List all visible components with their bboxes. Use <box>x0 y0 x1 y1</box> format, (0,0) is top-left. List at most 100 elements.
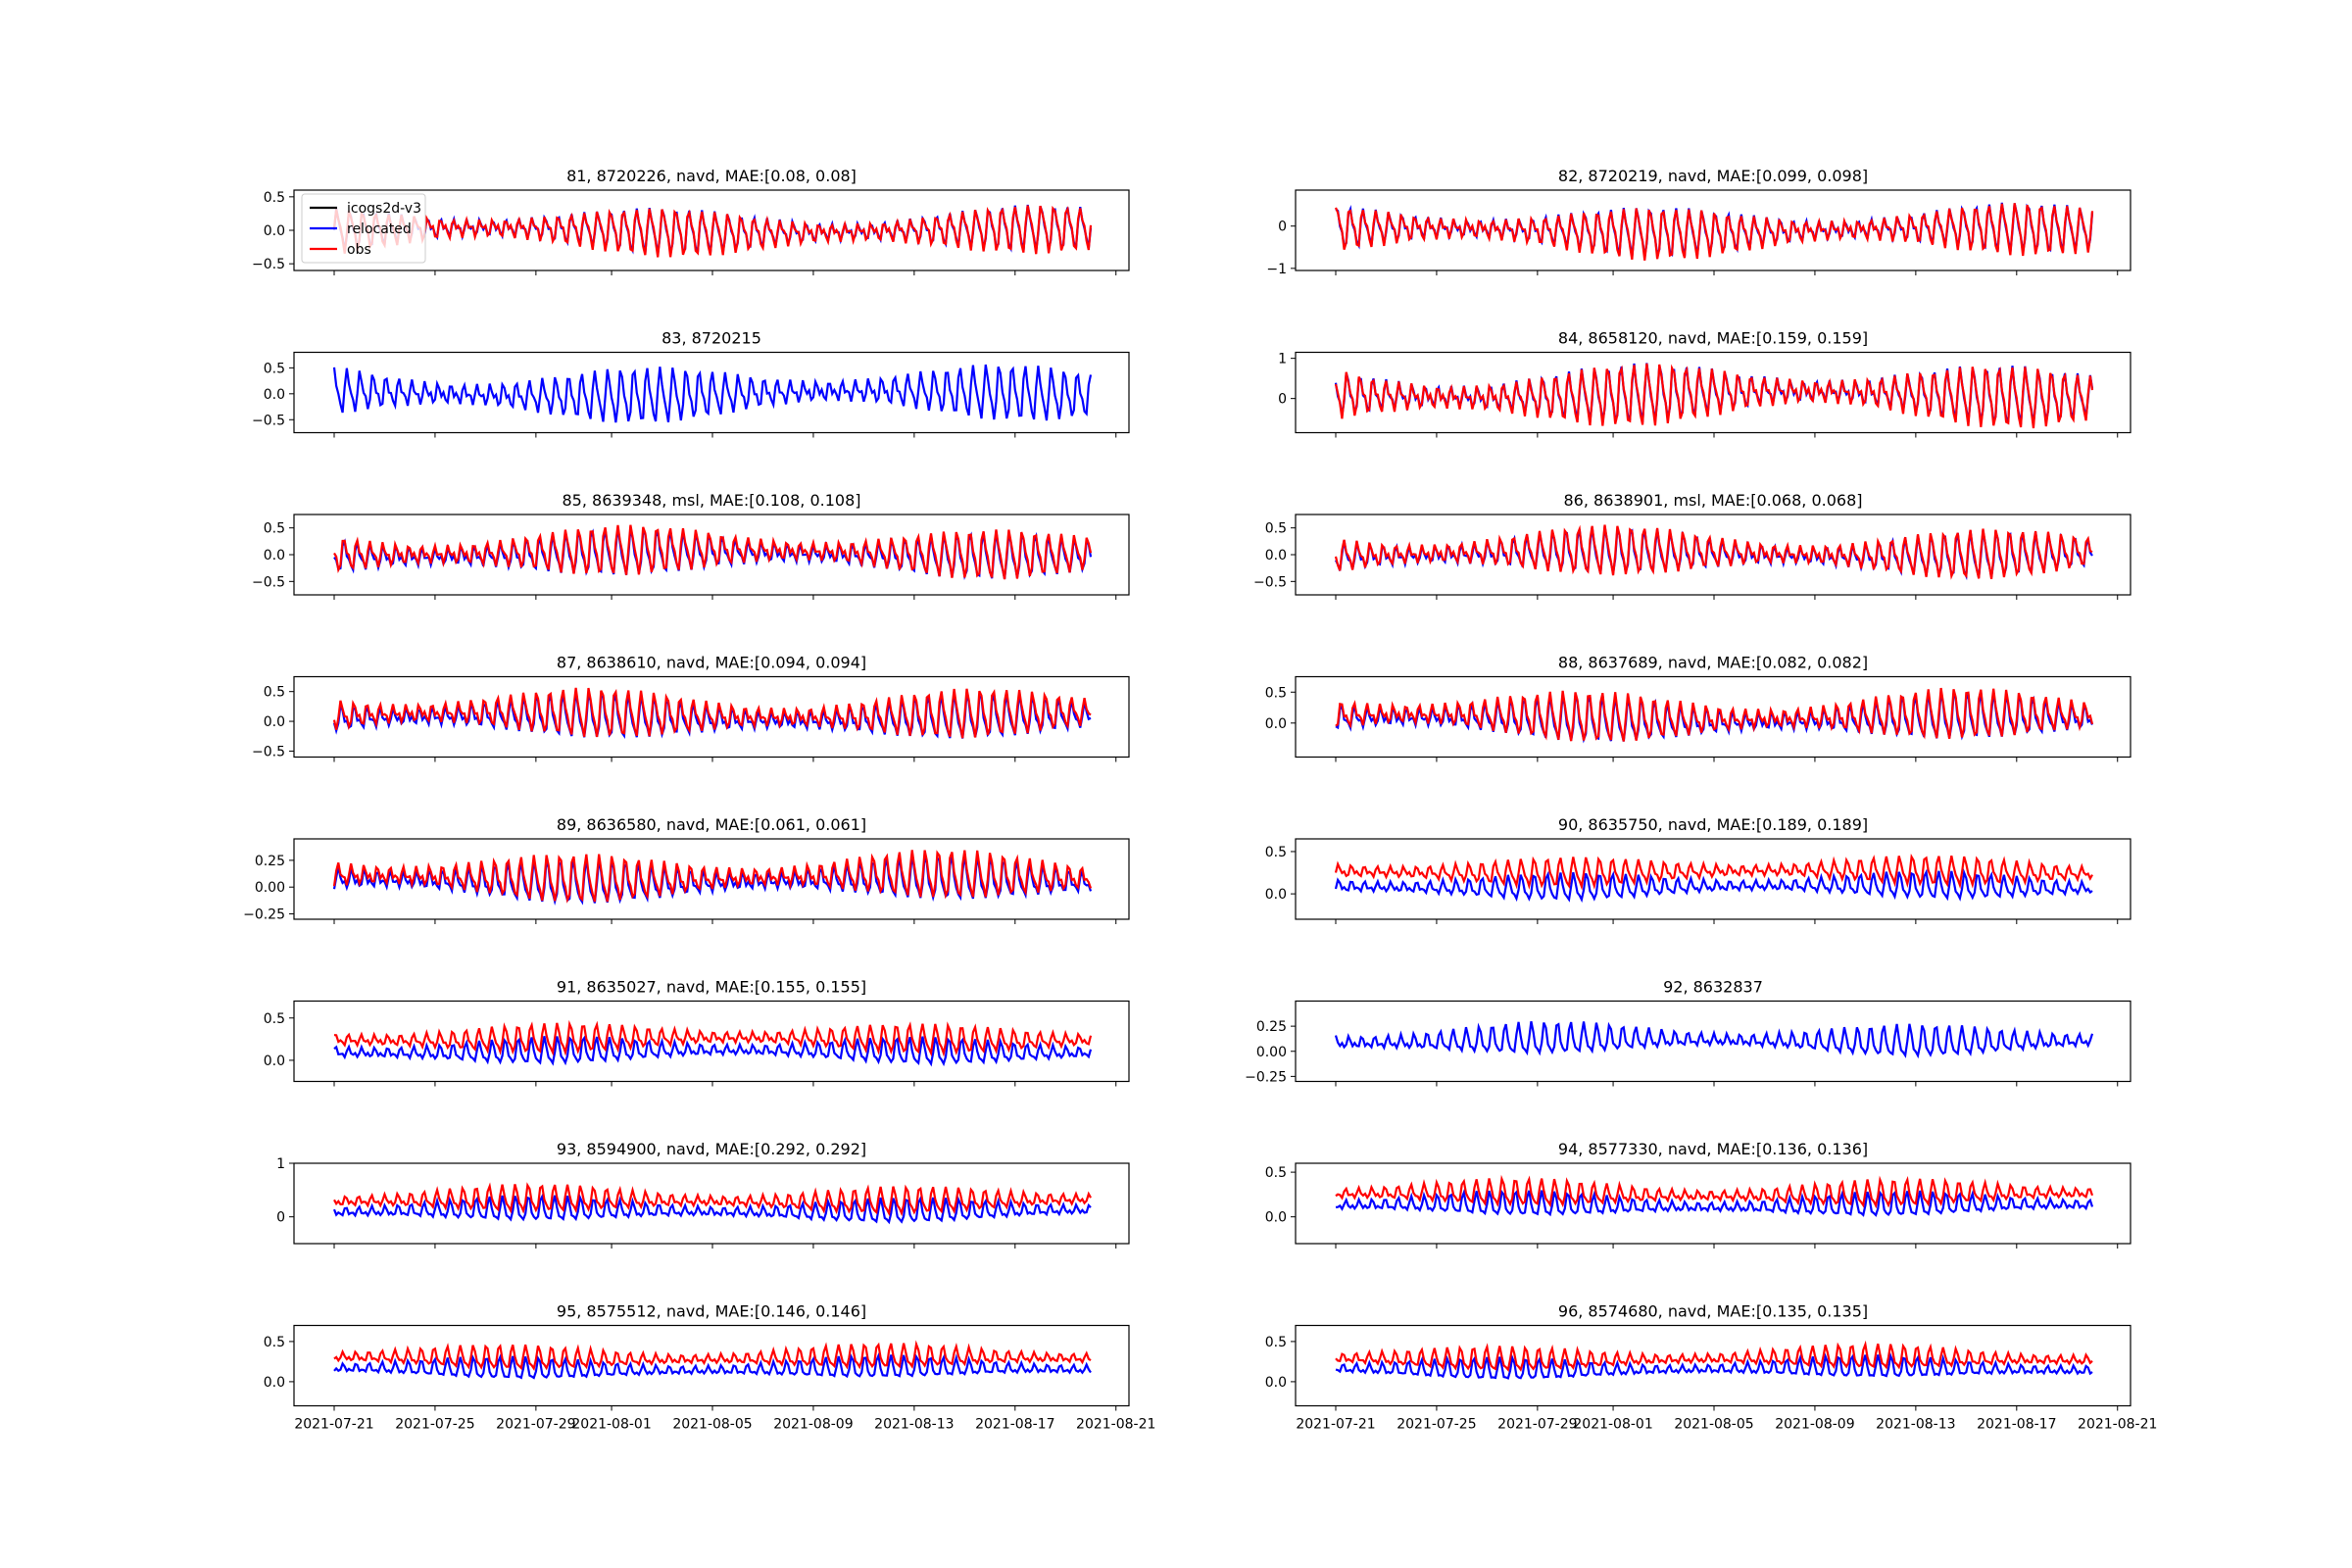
y-tick-label: 0.0 <box>1265 1210 1287 1226</box>
y-tick-label: 0.5 <box>264 521 285 537</box>
y-tick-label: 0 <box>1278 392 1287 408</box>
y-tick-label: 0.5 <box>1265 521 1287 537</box>
y-tick-label: 0.00 <box>255 880 285 896</box>
x-tick-label: 2021-08-01 <box>1573 1417 1652 1433</box>
series-obs <box>1334 203 2094 261</box>
series-obs <box>333 1182 1092 1217</box>
series-obs <box>333 1340 1092 1372</box>
series-obs <box>332 687 1092 739</box>
subplot-1: 81, 8720226, navd, MAE:[0.08, 0.08] 0.5 0.… <box>252 167 1130 275</box>
y-tick-label: 0 <box>1278 220 1287 235</box>
series-obs <box>1334 363 2094 429</box>
series-obs <box>1335 687 2094 742</box>
subplot-title: 92, 8632837 <box>1663 978 1763 997</box>
axes-frame <box>1295 1324 2132 1407</box>
subplot-title: 85, 8639348, msl, MAE:[0.108, 0.108] <box>562 491 860 510</box>
axes-frame <box>1295 838 2132 920</box>
series-relocated <box>333 1351 1092 1380</box>
series-lines <box>1334 363 2094 429</box>
subplot-5: 85, 8639348, msl, MAE:[0.108, 0.108] 0.5 0… <box>252 491 1130 600</box>
subplot-title: 81, 8720226, navd, MAE:[0.08, 0.08] <box>566 167 857 185</box>
subplot-13: 93, 8594900, navd, MAE:[0.292, 0.292] 1 0 <box>276 1140 1130 1249</box>
subplot-title: 93, 8594900, navd, MAE:[0.292, 0.292] <box>557 1140 866 1158</box>
series-lines <box>1335 1174 2094 1217</box>
x-tick-label: 2021-07-21 <box>1296 1417 1375 1433</box>
axes-frame <box>293 1162 1130 1245</box>
y-tick-label: 0.5 <box>264 361 285 376</box>
series-obs <box>332 205 1093 258</box>
x-tick-label: 2021-08-05 <box>1674 1417 1753 1433</box>
x-tick-label: 2021-07-25 <box>1396 1417 1476 1433</box>
subplot-8: 88, 8637689, navd, MAE:[0.082, 0.082] 0.5… <box>1265 654 2132 762</box>
series-lines <box>1334 524 2093 581</box>
series-relocated <box>1335 1188 2094 1217</box>
y-tick-label: 0.5 <box>1265 685 1287 701</box>
x-tick-label: 2021-08-13 <box>1876 1417 1955 1433</box>
y-tick-label: 0.0 <box>264 1375 285 1391</box>
series-lines <box>333 524 1093 581</box>
series-obs <box>1335 1174 2094 1209</box>
subplot-10: 90, 8635750, navd, MAE:[0.189, 0.189] 0.5… <box>1265 815 2132 924</box>
y-tick-label: 0.0 <box>264 223 285 239</box>
x-tick-label: 2021-08-21 <box>2078 1417 2157 1433</box>
y-tick-label: 0.25 <box>255 854 285 869</box>
legend: icogs2d-v3 relocated obs <box>301 193 426 264</box>
subplot-6: 86, 8638901, msl, MAE:[0.068, 0.068] 0.5 0… <box>1253 491 2132 600</box>
subplot-title: 90, 8635750, navd, MAE:[0.189, 0.189] <box>1558 815 1868 834</box>
subplot-9: 89, 8636580, navd, MAE:[0.061, 0.061] 0.2… <box>243 815 1130 924</box>
y-tick-label: 0.0 <box>264 387 285 403</box>
subplot-title: 91, 8635027, navd, MAE:[0.155, 0.155] <box>557 978 866 997</box>
axes-frame <box>1295 189 2132 271</box>
subplot-7: 87, 8638610, navd, MAE:[0.094, 0.094] 0.5… <box>252 654 1130 762</box>
y-tick-label: 0.5 <box>264 190 285 206</box>
series-relocated <box>1335 202 2094 260</box>
axes-frame <box>1295 351 2132 434</box>
legend-label-obs: obs <box>347 242 371 258</box>
subplot-title: 86, 8638901, msl, MAE:[0.068, 0.068] <box>1563 491 1862 510</box>
series-obs <box>333 1019 1093 1057</box>
series-lines <box>1334 854 2093 904</box>
y-tick-label: 0 <box>276 1210 285 1226</box>
x-tick-label: 2021-07-29 <box>496 1417 575 1433</box>
subplot-12: 92, 8632837 0.25 0.00 −0.25 <box>1245 978 2132 1087</box>
series-relocated <box>1334 868 2093 904</box>
series-relocated <box>332 364 1093 423</box>
subplot-title: 94, 8577330, navd, MAE:[0.136, 0.136] <box>1558 1140 1868 1158</box>
y-tick-label: −0.5 <box>252 574 285 590</box>
y-tick-label: 0.0 <box>1265 1375 1287 1391</box>
series-lines <box>333 1340 1092 1380</box>
subplot-title: 89, 8636580, navd, MAE:[0.061, 0.061] <box>557 815 866 834</box>
series-lines <box>333 1019 1093 1067</box>
subplot-11: 91, 8635027, navd, MAE:[0.155, 0.155] 0.5… <box>264 978 1130 1087</box>
y-tick-label: 0.5 <box>264 1335 285 1350</box>
x-tick-label: 2021-08-17 <box>1977 1417 2056 1433</box>
subplot-title: 84, 8658120, navd, MAE:[0.159, 0.159] <box>1558 329 1868 348</box>
y-tick-label: 0.0 <box>1265 887 1287 903</box>
series-lines <box>332 204 1093 258</box>
subplot-title: 82, 8720219, navd, MAE:[0.099, 0.098] <box>1558 167 1868 185</box>
y-tick-label: 0.5 <box>1265 1165 1287 1181</box>
x-tick-label: 2021-08-17 <box>975 1417 1054 1433</box>
series-lines <box>1334 1021 2094 1059</box>
y-tick-label: −0.5 <box>1253 574 1287 590</box>
y-tick-label: −0.5 <box>252 744 285 760</box>
y-tick-label: 0.0 <box>264 714 285 730</box>
y-tick-label: 0.5 <box>264 1011 285 1027</box>
x-tick-label: 2021-08-21 <box>1076 1417 1155 1433</box>
subplot-4: 84, 8658120, navd, MAE:[0.159, 0.159] 1 0 <box>1278 329 2132 438</box>
y-tick-label: 0.00 <box>1256 1045 1287 1060</box>
axes-frame <box>293 1000 1130 1083</box>
x-tick-label: 2021-08-09 <box>773 1417 853 1433</box>
series-lines <box>1335 687 2094 744</box>
series-lines <box>332 850 1093 906</box>
y-tick-label: 0.0 <box>1265 716 1287 732</box>
series-lines <box>332 364 1093 423</box>
axes-frame <box>293 838 1130 920</box>
axes-frame <box>293 1324 1130 1407</box>
x-tick-label: 2021-07-29 <box>1497 1417 1577 1433</box>
x-tick-label: 2021-07-21 <box>294 1417 373 1433</box>
y-tick-label: 0.0 <box>1265 548 1287 564</box>
series-lines <box>1334 202 2094 261</box>
subplot-title: 83, 8720215 <box>662 329 761 348</box>
